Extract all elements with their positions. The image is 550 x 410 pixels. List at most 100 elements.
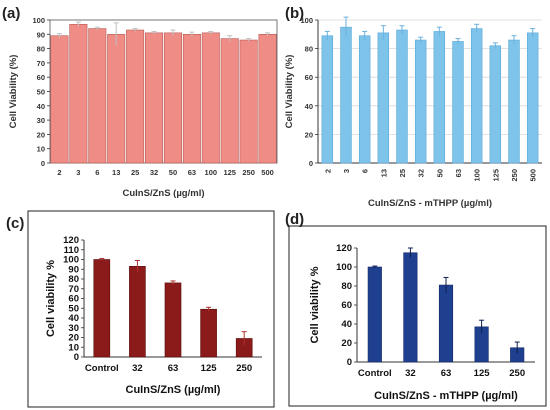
bar [220, 38, 239, 164]
y-tick-label: 60 [37, 73, 45, 82]
panel-c-frame [27, 210, 275, 408]
x-tick-label: 32 [417, 169, 426, 177]
y-tick-label: 100 [300, 16, 313, 25]
x-tick-label: 2 [323, 169, 332, 173]
bar [452, 41, 464, 164]
panel-d-label: (d) [285, 211, 304, 228]
y-axis-title: Cell viability % [309, 266, 321, 343]
y-tick-label: 80 [37, 45, 45, 54]
y-tick-label: 20 [68, 333, 79, 344]
y-tick-label: 40 [37, 102, 45, 111]
bar [239, 39, 258, 164]
bar [50, 35, 69, 164]
y-tick-label: 40 [305, 102, 313, 111]
y-tick-label: 30 [37, 116, 45, 125]
x-tick-label: 250 [509, 368, 525, 379]
x-tick-label: 125 [491, 169, 500, 182]
x-tick-label: 50 [169, 168, 177, 177]
panel-a-label: (a) [2, 5, 20, 22]
bar [69, 23, 88, 164]
x-tick-label: 250 [236, 363, 252, 374]
bar [164, 282, 182, 358]
panel-d-frame [288, 225, 547, 407]
bar [145, 32, 164, 164]
x-axis-title: CuInS/ZnS - mTHPP (µg/ml) [374, 390, 518, 402]
x-tick-label: 125 [223, 168, 236, 177]
bar [358, 35, 371, 164]
x-tick-label: 50 [435, 169, 444, 177]
bar [396, 29, 408, 164]
x-tick-label: 63 [168, 363, 179, 374]
y-tick-label: 0 [41, 159, 45, 168]
y-tick-label: 110 [64, 245, 79, 256]
panel-b-label: (b) [285, 5, 304, 22]
bar [126, 29, 145, 164]
x-tick-label: 6 [361, 169, 370, 173]
chart-a: 0 10 20 30 40 50 60 70 80 90 100 2 3 6 13 25 32 50 63 100 12… [8, 16, 278, 199]
x-tick-label: 32 [132, 363, 143, 374]
y-tick-label: 10 [37, 145, 45, 154]
x-tick-label: 25 [131, 168, 139, 177]
y-tick-label: 100 [336, 262, 352, 273]
x-tick-label: 100 [205, 168, 218, 177]
y-tick-label: 60 [341, 300, 352, 311]
y-tick-label: 50 [37, 88, 45, 97]
x-tick-label: 63 [441, 368, 452, 379]
y-tick-label: 40 [341, 319, 352, 330]
panel-c-label: (c) [6, 215, 24, 232]
bar [508, 39, 520, 164]
y-tick-label: 10 [68, 342, 79, 353]
x-axis-title: CuInS/ZnS (µg/ml) [126, 384, 221, 396]
y-tick-label: 60 [68, 294, 79, 305]
bar [414, 39, 427, 164]
x-tick-label: 13 [379, 169, 388, 177]
y-tick-label: 80 [68, 274, 79, 285]
bar [93, 259, 111, 358]
y-tick-label: 70 [68, 284, 79, 295]
y-tick-label: 80 [305, 45, 313, 54]
x-tick-label: 3 [76, 168, 80, 177]
x-tick-label: 25 [398, 169, 407, 177]
chart-b: 0 20 40 60 80 100 2 3 6 13 25 32 50 63 100 125 250 500 CuI… [284, 16, 542, 209]
x-tick-label: 100 [473, 169, 482, 182]
bar [438, 284, 454, 363]
y-tick-label: 40 [68, 313, 79, 324]
y-tick-label: 30 [68, 323, 79, 334]
bar [258, 33, 277, 164]
x-tick-label: 32 [150, 168, 158, 177]
x-tick-label: Control [358, 368, 392, 379]
bar [489, 45, 502, 164]
x-tick-label: 63 [188, 168, 196, 177]
x-tick-label: 13 [112, 168, 120, 177]
x-tick-label: 63 [454, 169, 463, 177]
x-tick-label: 2 [57, 168, 61, 177]
x-tick-label: 500 [529, 169, 538, 182]
y-tick-label: 120 [63, 235, 79, 246]
x-tick-label: 32 [405, 368, 416, 379]
x-tick-label: Control [85, 363, 119, 374]
x-tick-label: 125 [474, 368, 491, 379]
bar [403, 252, 418, 363]
bar [367, 266, 382, 363]
x-tick-label: 500 [261, 168, 274, 177]
y-tick-label: 80 [341, 281, 352, 292]
y-tick-label: 0 [309, 159, 313, 168]
y-tick-label: 0 [74, 352, 79, 363]
bar [340, 26, 352, 164]
x-axis-title: CuInS/ZnS - mTHPP (µg/ml) [368, 198, 492, 209]
bar [321, 35, 334, 164]
bar [88, 28, 107, 164]
y-tick-label: 60 [305, 73, 313, 82]
bar [107, 33, 126, 164]
y-tick-label: 50 [68, 303, 79, 314]
y-axis-title: Cell viability % [45, 260, 57, 337]
bar [526, 32, 539, 164]
y-axis-title: Cell Viability (%) [8, 55, 19, 129]
y-tick-label: 120 [336, 243, 352, 254]
y-axis-title: Cell Viability (%) [284, 55, 295, 129]
x-tick-label: 250 [510, 169, 519, 182]
y-tick-label: 100 [32, 16, 45, 25]
bar [433, 31, 446, 164]
y-tick-label: 20 [305, 130, 313, 139]
x-tick-label: 3 [342, 169, 351, 173]
